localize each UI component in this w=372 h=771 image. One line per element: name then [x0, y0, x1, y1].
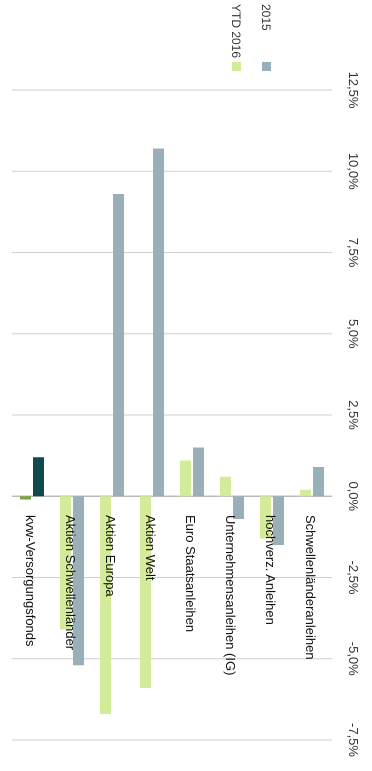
legend-label-2015: 2015 — [259, 4, 273, 31]
bar-2015-2 — [113, 194, 124, 497]
bar-2015-4 — [193, 447, 204, 497]
bar-ytd-2016-6 — [260, 496, 271, 539]
tick-label: 7,5% — [346, 238, 361, 268]
tick-label: 12,5% — [346, 72, 361, 109]
bar-ytd-2016-5 — [220, 476, 231, 497]
bar-2015-1 — [73, 496, 84, 666]
tick-label: -2,5% — [346, 561, 361, 595]
tick-labels: -7,5% -5,0% -2,5% 0,0% 2,5% 5,0% 7,5% 10,0% 12,5… — [346, 72, 361, 758]
tick-label: 5,0% — [346, 319, 361, 349]
tick-label: 10,0% — [346, 153, 361, 190]
category-labels: kvw-Versorgungsfonds Aktien Schwellenländ… — [23, 515, 318, 675]
tick-label: 0,0% — [346, 481, 361, 511]
bar-2015-5 — [233, 496, 244, 519]
bar-2015-7 — [313, 467, 324, 497]
legend: YTD 2016 2015 — [229, 4, 273, 71]
category-label: hochverz. Anleihen — [263, 515, 278, 625]
grid-lines — [12, 89, 332, 741]
bar-ytd-2016-4 — [180, 460, 191, 497]
tick-label: -7,5% — [346, 723, 361, 757]
bar-2015-3 — [153, 148, 164, 497]
category-label: Aktien Welt — [143, 515, 158, 581]
bar-ytd-2016-0 — [20, 496, 31, 500]
tick-label: 2,5% — [346, 400, 361, 430]
legend-swatch-ytd-2016 — [232, 62, 241, 71]
category-label: Aktien Europa — [103, 515, 118, 597]
legend-label-ytd-2016: YTD 2016 — [229, 4, 243, 58]
bars — [20, 148, 324, 714]
bar-ytd-2016-3 — [140, 496, 151, 688]
legend-swatch-2015 — [262, 62, 271, 71]
category-label: Euro Staatsanleihen — [183, 515, 198, 632]
category-label: kvw-Versorgungsfonds — [23, 515, 38, 647]
bar-ytd-2016-7 — [300, 489, 311, 497]
category-label: Unternehmensanleihen (IG) — [223, 515, 238, 675]
bar-ytd-2016-2 — [100, 496, 111, 714]
bar-2015-6 — [273, 496, 284, 545]
category-label: Aktien Schwellenländer — [63, 515, 78, 651]
bar-2015-0 — [33, 457, 44, 497]
bar-ytd-2016-1 — [60, 496, 71, 630]
tick-label: -5,0% — [346, 642, 361, 676]
category-label: Schwellenländeranleihen — [303, 515, 318, 660]
